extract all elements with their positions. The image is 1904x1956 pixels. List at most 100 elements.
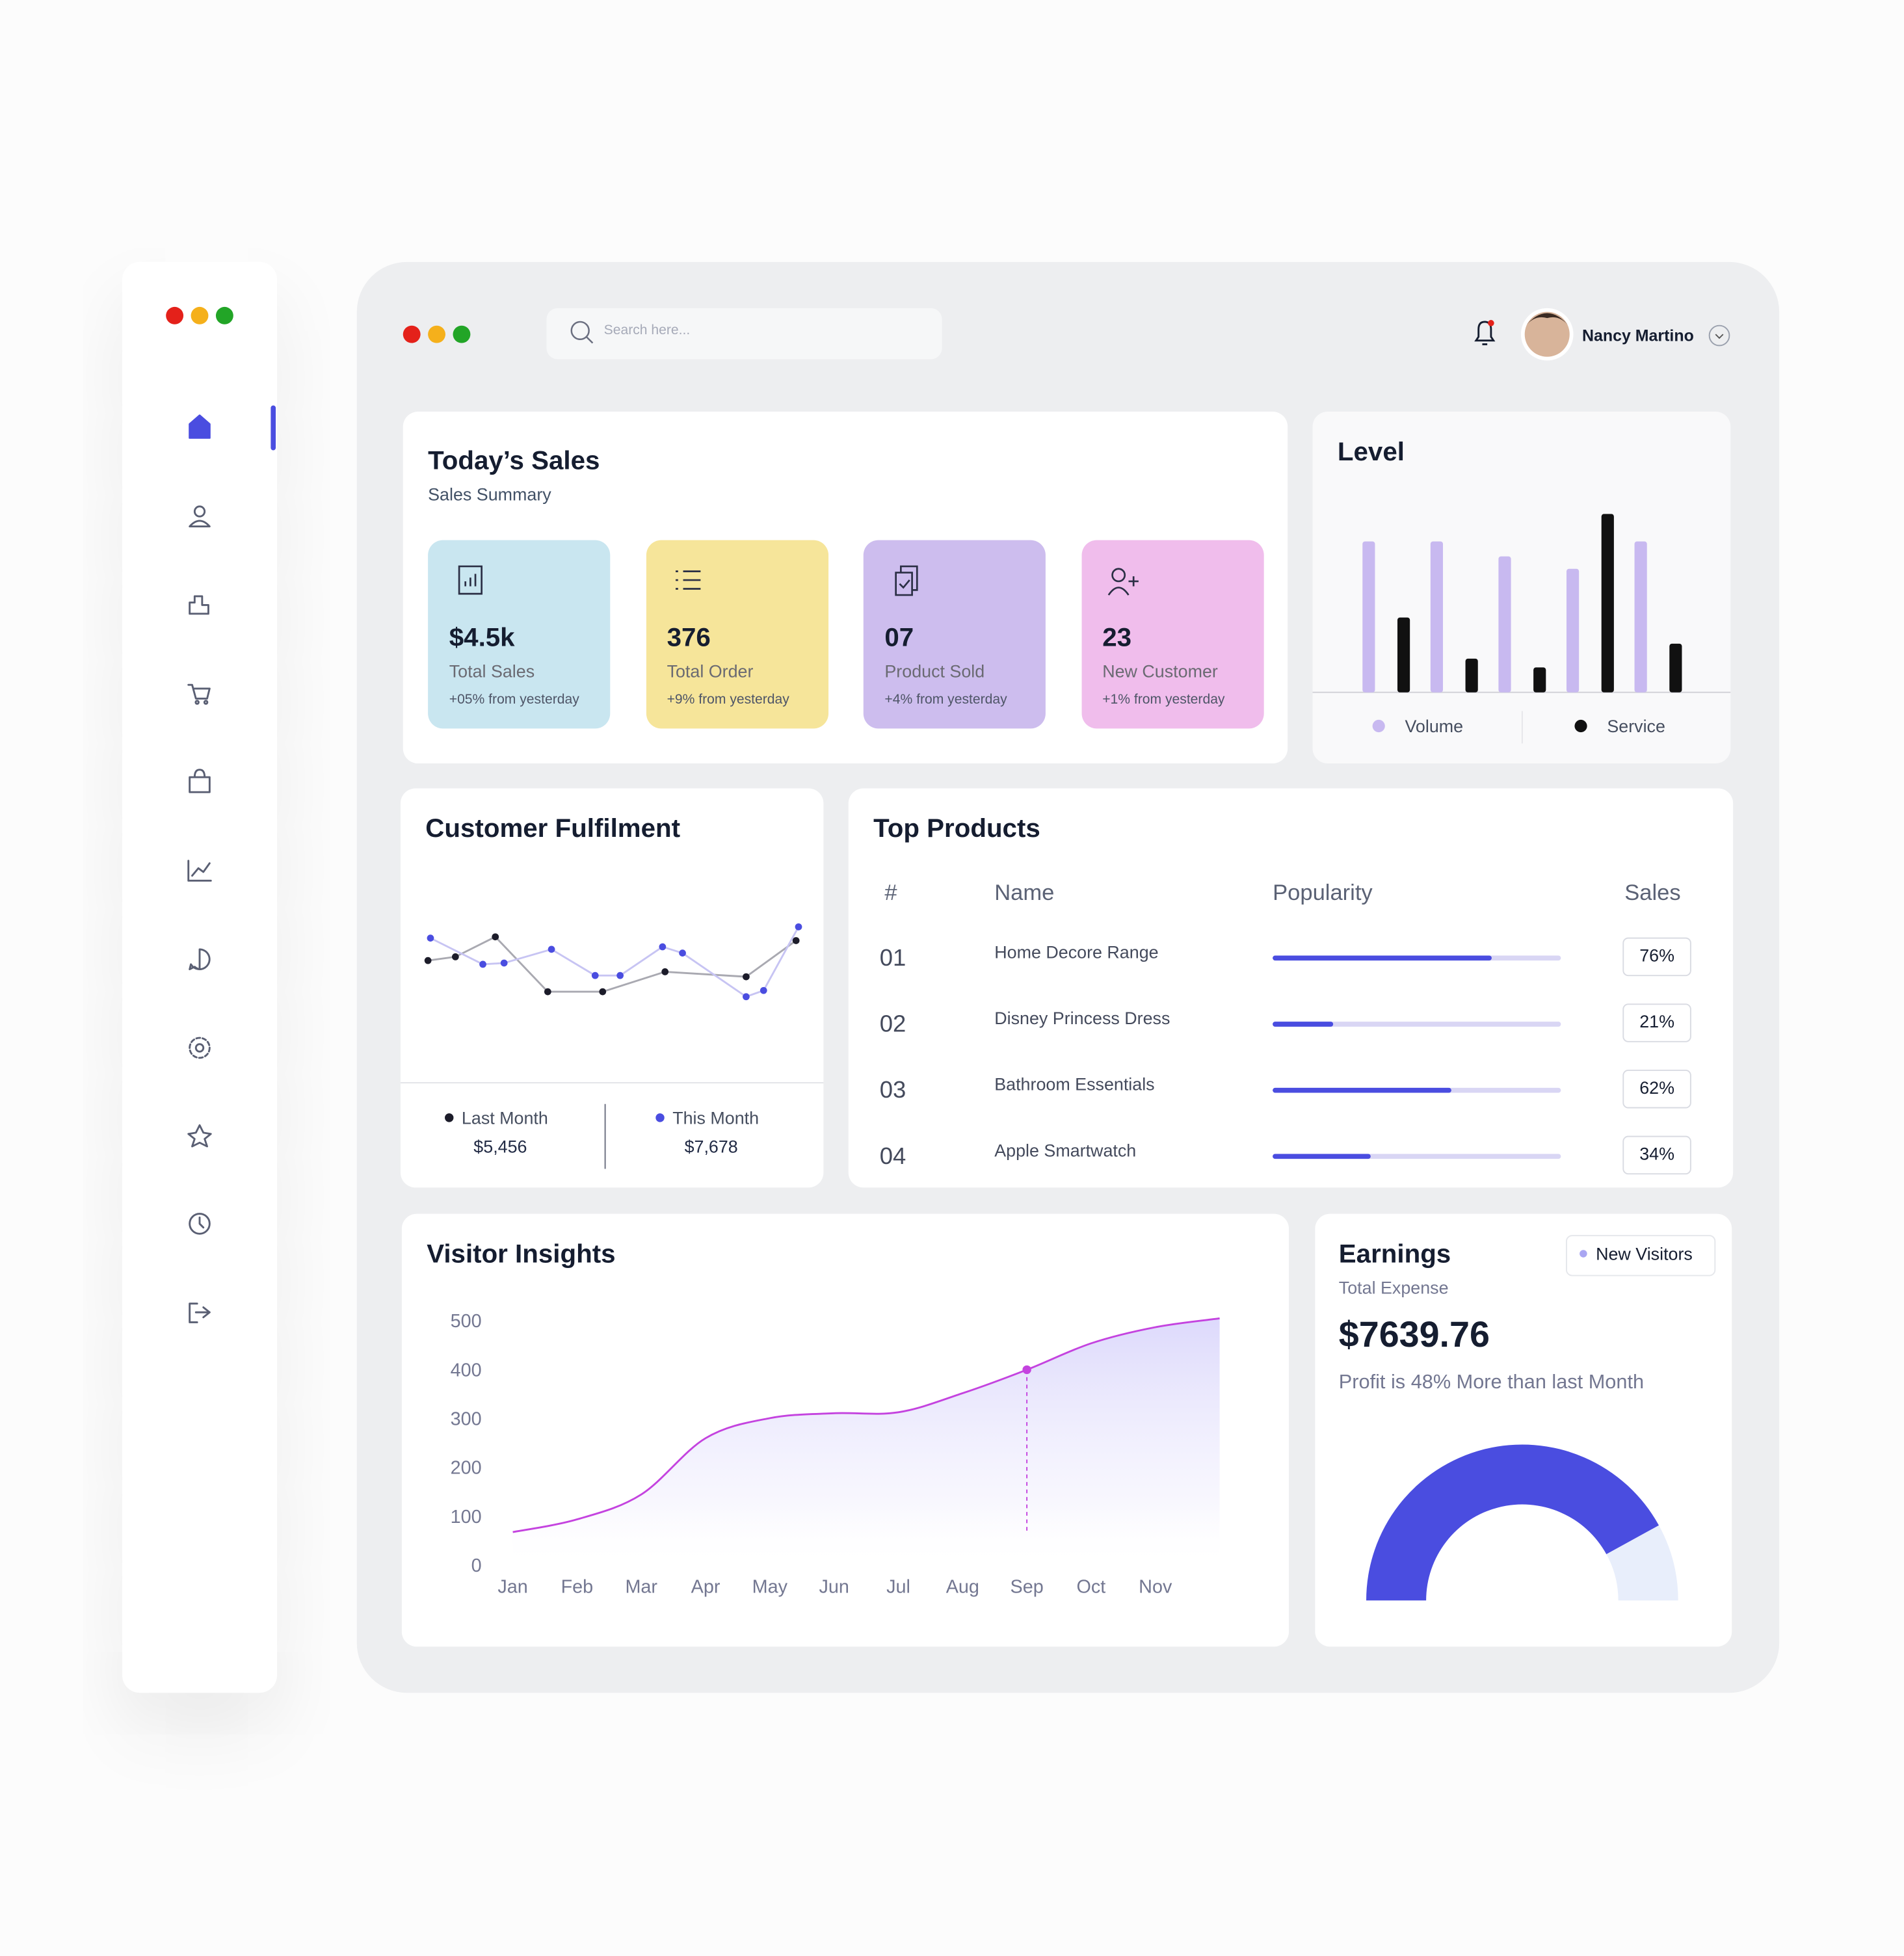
active-indicator bbox=[271, 405, 276, 451]
x-tick-label: Mar bbox=[625, 1577, 657, 1598]
sales-label: 76% bbox=[1639, 945, 1674, 965]
user-menu[interactable] bbox=[1708, 324, 1730, 347]
search-box[interactable] bbox=[546, 308, 942, 360]
legend-total: $5,456 bbox=[473, 1136, 527, 1157]
tile-label: Product Sold bbox=[884, 661, 985, 681]
sidebar bbox=[122, 261, 277, 1693]
fulfilment-title: Customer Fulfilment bbox=[425, 814, 681, 843]
donut-segment bbox=[1366, 1444, 1659, 1601]
bar bbox=[1634, 541, 1647, 693]
tile-icon bbox=[895, 565, 918, 596]
popularity-bar bbox=[1273, 1022, 1334, 1027]
x-tick-label: Jun bbox=[819, 1577, 849, 1598]
point bbox=[591, 971, 599, 979]
legend-marker bbox=[655, 1113, 665, 1122]
bar bbox=[1362, 541, 1375, 693]
top-products-title: Top Products bbox=[873, 814, 1040, 843]
avatar[interactable] bbox=[1520, 308, 1574, 361]
tile-label: New Customer bbox=[1102, 661, 1218, 681]
popularity-bar bbox=[1273, 1087, 1451, 1093]
point bbox=[616, 971, 624, 979]
tile-icon bbox=[675, 570, 701, 590]
point bbox=[451, 953, 459, 960]
earnings-note: Profit is 48% More than last Month bbox=[1338, 1372, 1645, 1394]
sales-tile bbox=[1081, 540, 1263, 729]
tile-label: Total Sales bbox=[449, 661, 535, 681]
tile-icon bbox=[1107, 568, 1139, 596]
tile-change: +1% from yesterday bbox=[1102, 692, 1225, 707]
legend-marker bbox=[1574, 719, 1587, 733]
product-name: Apple Smartwatch bbox=[994, 1140, 1137, 1161]
earnings-subtitle: Total Expense bbox=[1338, 1277, 1449, 1298]
column-header: Name bbox=[994, 880, 1055, 905]
tile-change: +4% from yesterday bbox=[884, 692, 1007, 707]
point bbox=[548, 945, 555, 953]
sales-label: 21% bbox=[1639, 1012, 1674, 1031]
bell-icon[interactable] bbox=[1474, 320, 1496, 345]
bar bbox=[1498, 556, 1511, 693]
x-tick-label: Jul bbox=[886, 1577, 910, 1598]
user-name[interactable]: Nancy Martino bbox=[1581, 326, 1694, 345]
sidebar-icons[interactable] bbox=[187, 414, 212, 1323]
point bbox=[792, 937, 800, 944]
rank: 02 bbox=[879, 1011, 906, 1038]
tile-change: +9% from yesterday bbox=[667, 692, 789, 707]
x-tick-label: Jan bbox=[497, 1577, 527, 1598]
bar bbox=[1601, 514, 1614, 693]
legend-label: This Month bbox=[672, 1107, 760, 1128]
point bbox=[661, 968, 669, 975]
product-name: Disney Princess Dress bbox=[994, 1008, 1170, 1028]
tile-label: Total Order bbox=[667, 661, 754, 681]
y-tick-label: 400 bbox=[451, 1360, 482, 1381]
area bbox=[512, 1318, 1220, 1567]
column-header: # bbox=[884, 880, 897, 905]
legend-box[interactable] bbox=[1566, 1235, 1716, 1276]
tile-value: 376 bbox=[667, 624, 711, 653]
level-title: Level bbox=[1337, 438, 1405, 467]
popularity-bar bbox=[1273, 1154, 1371, 1159]
y-tick-label: 100 bbox=[451, 1507, 482, 1527]
popularity-track bbox=[1273, 1022, 1561, 1027]
point bbox=[743, 993, 750, 1001]
bar bbox=[1533, 667, 1546, 693]
legend-label: Service bbox=[1607, 716, 1665, 736]
point bbox=[659, 943, 667, 951]
tile-value: 23 bbox=[1102, 624, 1132, 653]
y-tick-label: 200 bbox=[451, 1458, 482, 1479]
tile-change: +05% from yesterday bbox=[449, 692, 579, 707]
tile-value: 07 bbox=[884, 624, 914, 653]
sales-label: 34% bbox=[1639, 1144, 1674, 1164]
point bbox=[479, 960, 486, 968]
product-name: Home Decore Range bbox=[994, 942, 1159, 962]
todays-sales-title: Today’s Sales bbox=[428, 446, 600, 475]
bar bbox=[1566, 568, 1580, 693]
earnings-title: Earnings bbox=[1338, 1239, 1451, 1269]
sales-box bbox=[1622, 937, 1691, 977]
legend-marker bbox=[445, 1113, 454, 1122]
point bbox=[424, 957, 432, 964]
column-header: Popularity bbox=[1273, 880, 1373, 905]
bar bbox=[1669, 643, 1682, 693]
point bbox=[427, 934, 434, 942]
legend-label: New Visitors bbox=[1596, 1243, 1693, 1264]
window-dots bbox=[166, 306, 471, 343]
tile-value: $4.5k bbox=[449, 624, 515, 653]
rank: 01 bbox=[879, 945, 906, 972]
legend-total: $7,678 bbox=[684, 1136, 738, 1157]
top-products-card bbox=[848, 788, 1734, 1188]
x-tick-label: Apr bbox=[691, 1577, 721, 1598]
rank: 04 bbox=[879, 1144, 906, 1170]
x-tick-label: Aug bbox=[946, 1577, 979, 1598]
search-placeholder: Search here... bbox=[603, 323, 691, 338]
sales-box bbox=[1622, 1003, 1691, 1042]
point bbox=[500, 959, 508, 967]
sales-label: 62% bbox=[1639, 1078, 1674, 1098]
point bbox=[599, 988, 607, 996]
y-tick-label: 500 bbox=[451, 1311, 482, 1332]
x-tick-label: Feb bbox=[561, 1577, 594, 1598]
point bbox=[679, 949, 686, 957]
visitor-title: Visitor Insights bbox=[427, 1239, 616, 1269]
product-name: Bathroom Essentials bbox=[994, 1074, 1155, 1094]
